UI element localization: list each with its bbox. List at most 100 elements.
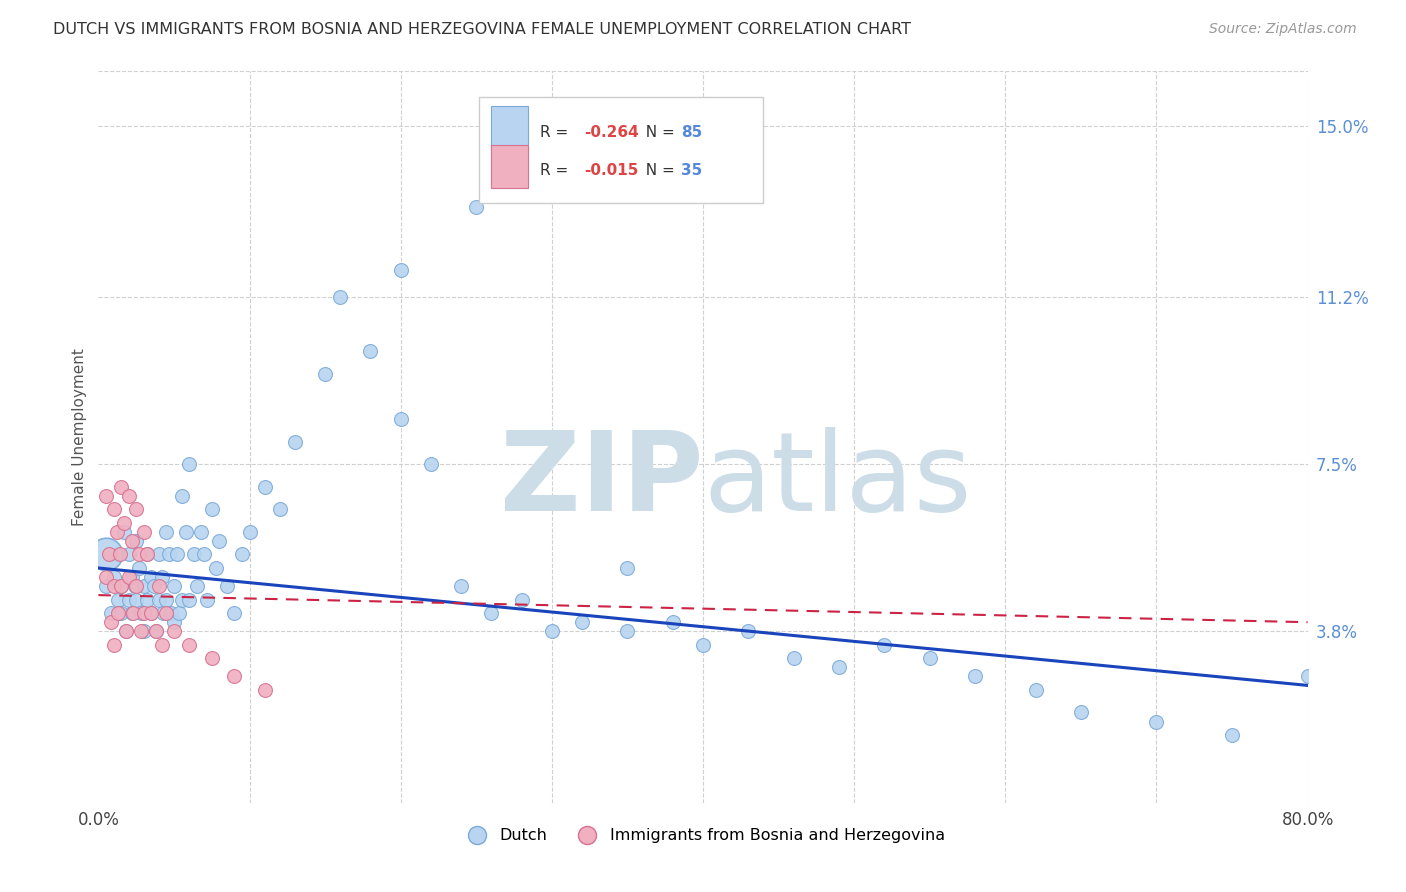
Point: [148, 592, 170, 607]
Point: [1024, 682, 1046, 697]
Point: [965, 669, 987, 683]
Point: [118, 489, 141, 503]
Text: R =: R =: [540, 162, 572, 178]
Point: [360, 344, 382, 359]
Point: [179, 457, 201, 471]
Point: [114, 624, 136, 639]
Point: [389, 412, 412, 426]
Point: [284, 434, 307, 449]
Point: [128, 548, 150, 562]
Point: [135, 548, 157, 562]
Point: [179, 638, 201, 652]
Point: [135, 548, 157, 562]
FancyBboxPatch shape: [492, 145, 527, 188]
Point: [103, 638, 125, 652]
Point: [152, 606, 174, 620]
Point: [103, 502, 125, 516]
Point: [166, 548, 188, 562]
Point: [160, 606, 183, 620]
Point: [163, 579, 186, 593]
Point: [540, 624, 562, 639]
Point: [170, 489, 193, 503]
Point: [110, 606, 132, 620]
Point: [132, 579, 155, 593]
Point: [737, 624, 759, 639]
Point: [125, 579, 148, 593]
Point: [661, 615, 683, 630]
Point: [224, 669, 246, 683]
Point: [118, 548, 141, 562]
Point: [174, 524, 197, 539]
Point: [98, 548, 121, 562]
Point: [145, 624, 167, 639]
Point: [112, 516, 135, 530]
Point: [100, 615, 122, 630]
Point: [1144, 714, 1167, 729]
Text: -0.264: -0.264: [585, 125, 640, 139]
Point: [208, 533, 231, 548]
Point: [179, 592, 201, 607]
Text: N =: N =: [637, 162, 681, 178]
Point: [121, 533, 143, 548]
Point: [1220, 728, 1243, 742]
Point: [143, 579, 166, 593]
Point: [132, 624, 155, 639]
Y-axis label: Female Unemployment: Female Unemployment: [72, 348, 87, 526]
Point: [100, 606, 122, 620]
Point: [105, 524, 128, 539]
Point: [110, 480, 132, 494]
Point: [195, 592, 218, 607]
Point: [692, 638, 714, 652]
Point: [94, 548, 117, 562]
Point: [1296, 669, 1319, 683]
Point: [141, 606, 163, 620]
Point: [420, 457, 443, 471]
Point: [150, 570, 173, 584]
Text: ZIP: ZIP: [499, 427, 703, 534]
Point: [124, 579, 146, 593]
Point: [150, 638, 173, 652]
Point: [616, 624, 638, 639]
Point: [103, 570, 125, 584]
Point: [132, 606, 155, 620]
FancyBboxPatch shape: [479, 97, 763, 203]
Point: [163, 615, 186, 630]
Point: [571, 615, 593, 630]
Text: 85: 85: [682, 125, 703, 139]
Point: [269, 502, 291, 516]
Point: [155, 606, 177, 620]
Point: [450, 579, 472, 593]
Point: [110, 579, 132, 593]
Point: [118, 570, 141, 584]
Point: [193, 548, 215, 562]
Point: [159, 548, 181, 562]
Point: [783, 651, 806, 665]
Point: [129, 606, 152, 620]
Point: [170, 592, 193, 607]
Point: [616, 561, 638, 575]
Point: [215, 579, 238, 593]
Point: [94, 579, 117, 593]
Point: [389, 263, 412, 277]
Text: R =: R =: [540, 125, 572, 139]
Point: [155, 592, 177, 607]
Point: [481, 606, 503, 620]
Point: [103, 579, 125, 593]
Point: [253, 682, 276, 697]
Point: [873, 638, 896, 652]
Point: [112, 524, 135, 539]
Text: DUTCH VS IMMIGRANTS FROM BOSNIA AND HERZEGOVINA FEMALE UNEMPLOYMENT CORRELATION : DUTCH VS IMMIGRANTS FROM BOSNIA AND HERZ…: [53, 22, 911, 37]
Point: [155, 524, 177, 539]
Point: [135, 592, 157, 607]
Point: [231, 548, 253, 562]
Point: [141, 570, 163, 584]
FancyBboxPatch shape: [492, 106, 527, 151]
Point: [167, 606, 190, 620]
Point: [465, 200, 488, 214]
Point: [121, 606, 143, 620]
Point: [329, 290, 352, 304]
Point: [239, 524, 262, 539]
Point: [190, 524, 212, 539]
Point: [107, 592, 129, 607]
Point: [105, 548, 128, 562]
